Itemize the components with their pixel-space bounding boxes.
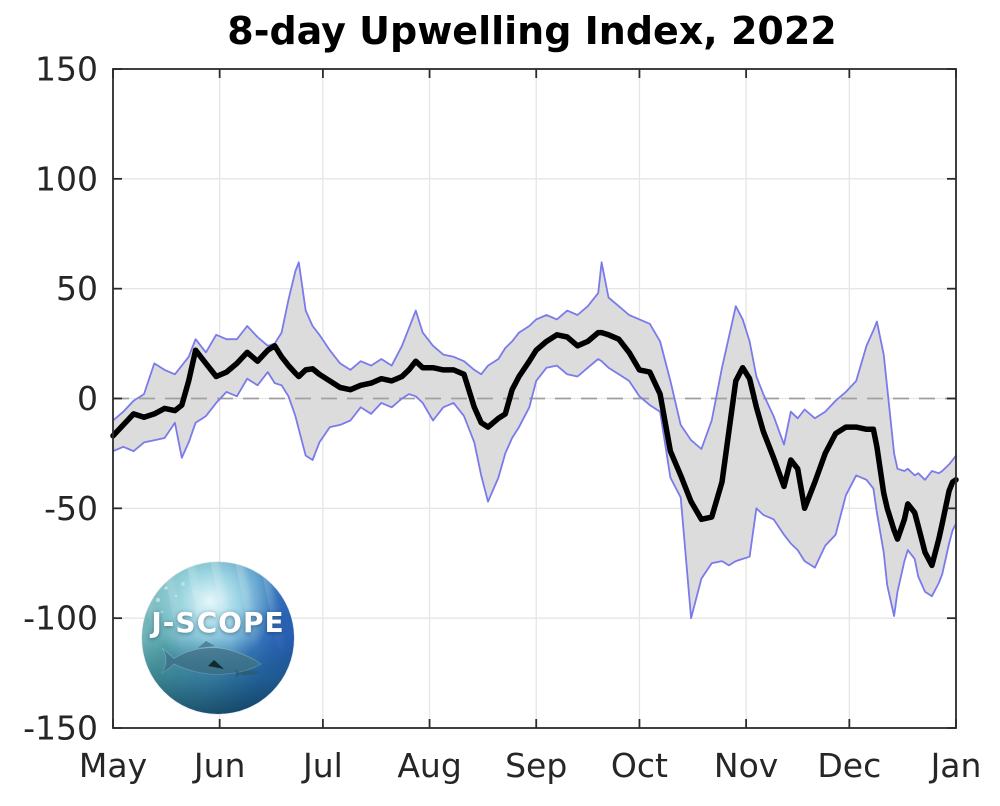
chart-title: 8-day Upwelling Index, 2022	[227, 9, 836, 53]
x-tick-label: Nov	[714, 746, 778, 785]
fish-icon	[161, 641, 262, 678]
jscope-logo: J-SCOPE	[142, 562, 294, 714]
x-tick-label: Dec	[817, 746, 881, 785]
x-tick-label: Jul	[301, 746, 343, 785]
axis-label-layer: May Jun Jul Aug Sep Oct Nov Dec Jan -150 -100 -50 0 5…	[23, 50, 981, 786]
band-layer	[113, 262, 956, 619]
x-tick-label: Aug	[397, 746, 461, 785]
mean-line	[110, 329, 959, 569]
lower-envelope-line	[112, 358, 957, 620]
y-tick-label: 50	[56, 269, 98, 308]
jscope-logo-text: J-SCOPE	[151, 606, 285, 639]
x-tick-label: Oct	[611, 746, 668, 785]
x-tick-label: May	[79, 746, 147, 785]
curve-layer	[110, 261, 959, 620]
y-tick-label: -50	[44, 489, 98, 528]
tick-layer	[112, 68, 957, 729]
y-tick-label: -100	[23, 599, 98, 638]
y-tick-label: 150	[35, 50, 98, 89]
x-tick-label: Jan	[929, 746, 982, 785]
y-tick-label: 0	[77, 379, 98, 418]
y-tick-label: 100	[35, 159, 98, 198]
x-tick-label: Jun	[192, 746, 246, 785]
uncertainty-band	[113, 262, 956, 619]
x-tick-label: Sep	[505, 746, 567, 785]
y-tick-label: -150	[23, 709, 98, 748]
